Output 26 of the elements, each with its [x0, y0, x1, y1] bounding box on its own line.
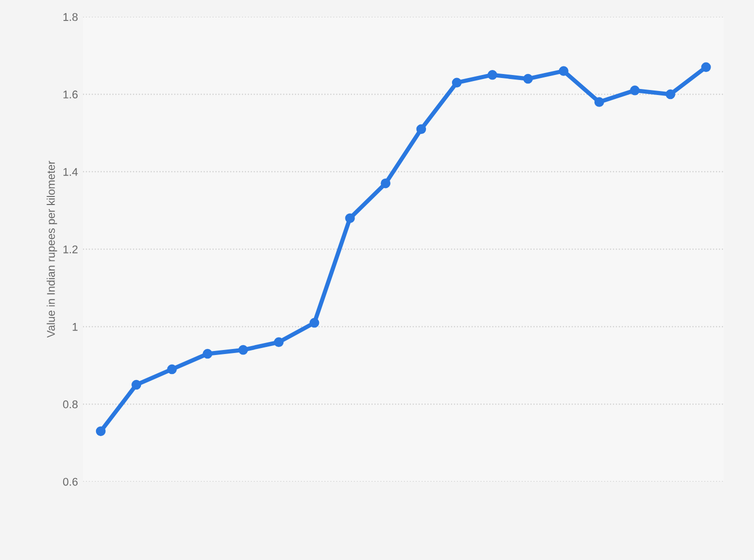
y-tick-label: 1.4 — [63, 168, 78, 176]
point — [274, 337, 284, 348]
y-tick-label: 1.6 — [63, 90, 78, 98]
point — [523, 74, 533, 84]
point — [131, 380, 142, 390]
y-axis-title: Value in Indian rupees per kilometer — [46, 160, 58, 338]
point — [701, 62, 711, 72]
point — [202, 348, 212, 359]
point — [666, 89, 676, 100]
y-tick-label: 0.8 — [63, 400, 78, 408]
y-tick-label: 1.8 — [63, 13, 78, 21]
point — [167, 364, 177, 374]
y-tick-label: 1.2 — [63, 245, 78, 254]
point — [594, 97, 604, 107]
point — [416, 124, 426, 134]
y-tick-label: 0.6 — [63, 478, 78, 486]
point — [452, 78, 462, 88]
point — [630, 86, 640, 96]
point — [558, 66, 568, 76]
point — [488, 70, 498, 80]
point — [238, 345, 248, 355]
point — [310, 318, 320, 328]
point — [345, 213, 355, 224]
point — [380, 178, 390, 188]
point — [96, 426, 106, 436]
y-tick-label: 1 — [72, 323, 78, 331]
